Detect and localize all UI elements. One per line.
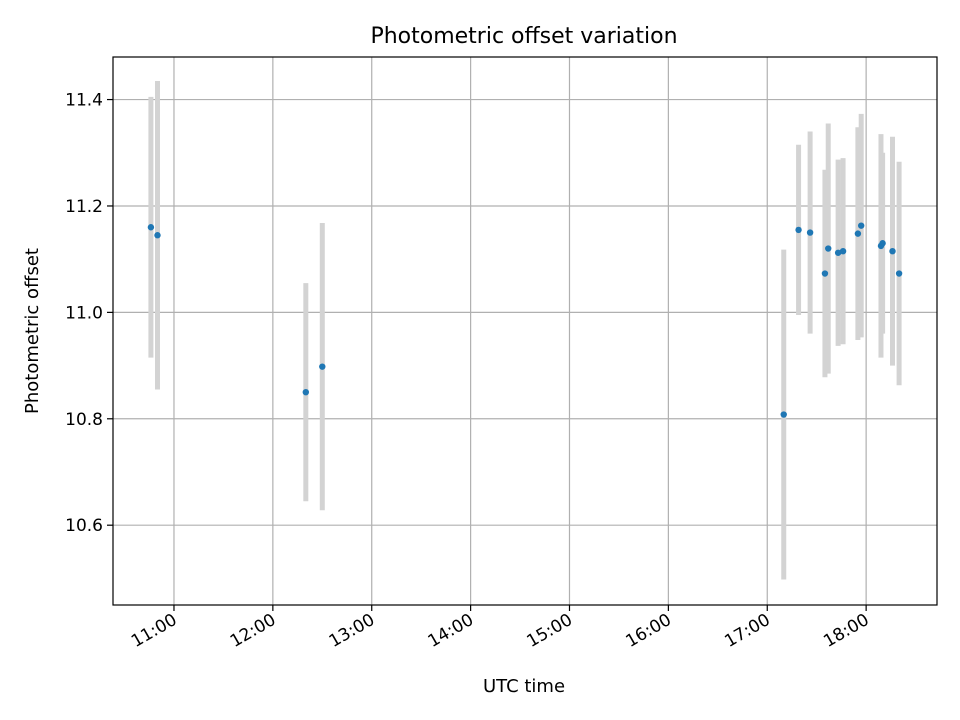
data-point bbox=[834, 249, 842, 256]
data-point bbox=[825, 245, 832, 252]
data-point bbox=[795, 226, 802, 234]
data-points bbox=[147, 222, 903, 418]
x-axis-label: UTC time bbox=[483, 676, 565, 697]
data-point bbox=[147, 224, 155, 231]
data-point bbox=[857, 222, 865, 229]
y-tick-label: 10.8 bbox=[65, 410, 103, 430]
y-tick-label: 11.4 bbox=[65, 91, 103, 111]
y-tick-label: 11.2 bbox=[65, 197, 103, 217]
data-point bbox=[879, 240, 886, 247]
chart-title: Photometric offset variation bbox=[370, 24, 677, 49]
y-tick-label: 10.6 bbox=[65, 516, 103, 536]
grid bbox=[113, 57, 937, 605]
data-point bbox=[839, 247, 847, 255]
data-point bbox=[806, 229, 814, 236]
data-point bbox=[302, 388, 310, 396]
y-tick-label: 11.0 bbox=[65, 303, 103, 323]
y-axis-label: Photometric offset bbox=[22, 248, 43, 414]
data-point bbox=[821, 270, 829, 277]
plot-frame bbox=[112, 56, 938, 606]
data-point bbox=[154, 232, 161, 239]
y-axis-ticks: 10.6 10.8 11.0 11.2 11.4 bbox=[65, 91, 113, 536]
data-point bbox=[895, 270, 903, 277]
data-point bbox=[319, 363, 326, 370]
data-point bbox=[780, 411, 787, 418]
data-point bbox=[889, 247, 896, 255]
data-point bbox=[854, 230, 862, 237]
